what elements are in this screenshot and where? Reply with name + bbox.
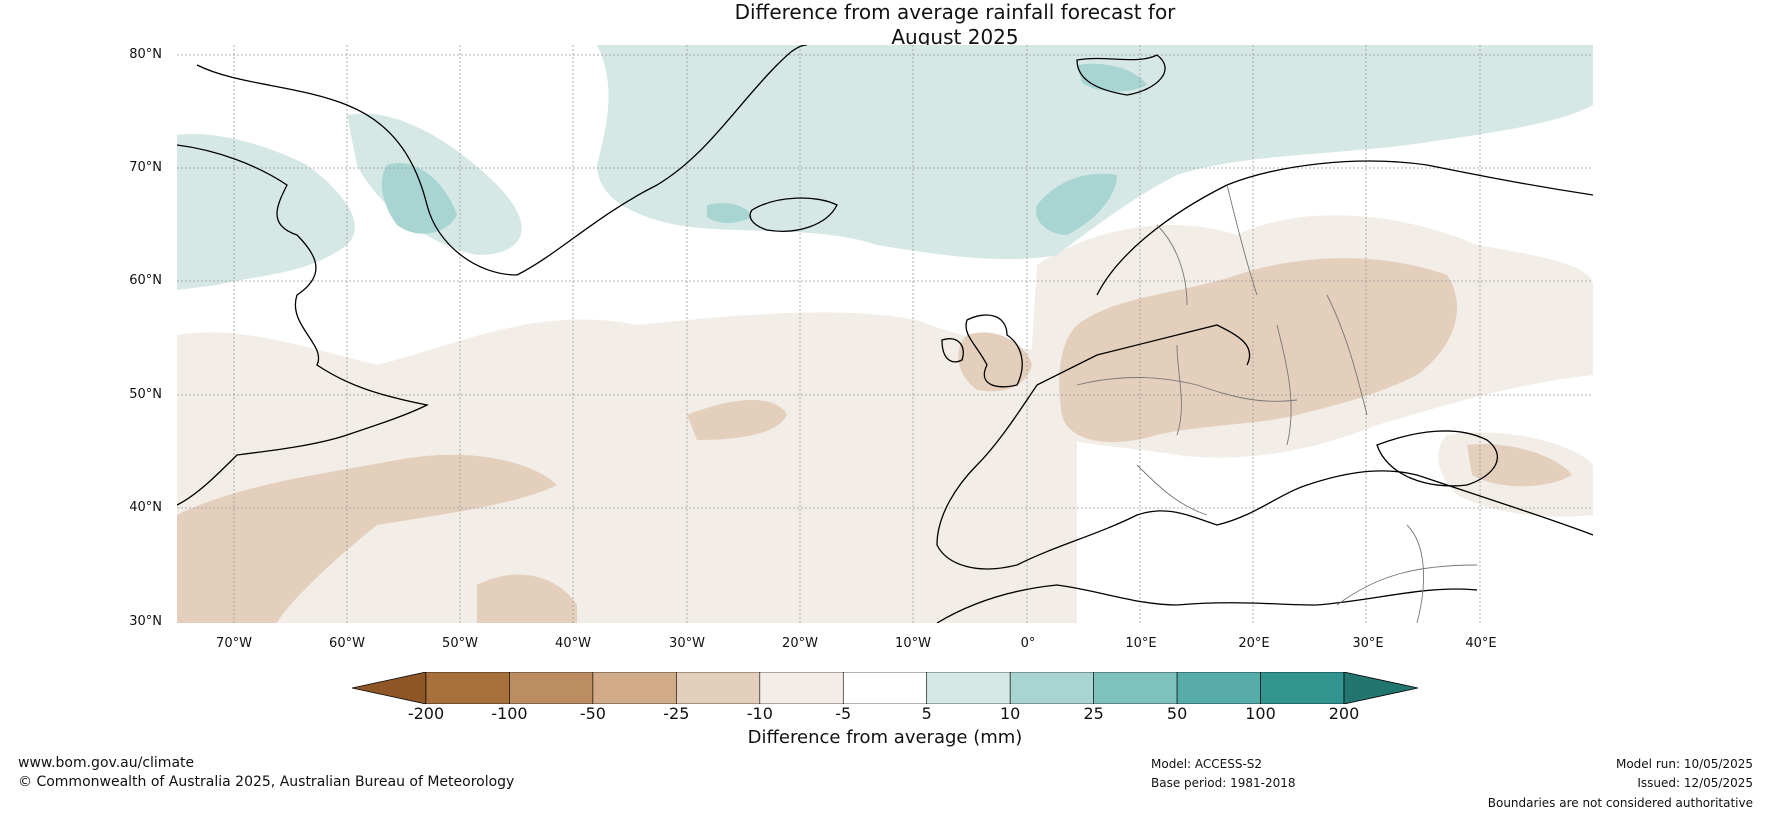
coast-black-sea: [1376, 430, 1499, 487]
lat-label-30n: 30°N: [129, 614, 162, 629]
coast-north-america: [177, 144, 429, 506]
colorbar-label: Difference from average (mm): [747, 727, 1023, 748]
coastlines: [177, 45, 1593, 623]
colorbar-segment: [1009, 671, 1094, 705]
coast-europe-west: [936, 324, 1251, 570]
colorbar-tick-label: -50: [579, 704, 606, 723]
colorbar-segment: [1260, 671, 1345, 705]
lat-label-70n: 70°N: [129, 160, 162, 175]
lon-label-10e: 10°E: [1125, 636, 1157, 651]
colorbar-segment: [676, 671, 761, 705]
dry-patch-midatlantic: [687, 400, 787, 440]
title-line-1: Difference from average rainfall forecas…: [734, 0, 1176, 24]
coast-iceland: [749, 197, 838, 232]
dry-patch-south: [477, 574, 577, 623]
lon-label-70w: 70°W: [216, 636, 252, 651]
colorbar-segment: [592, 671, 677, 705]
colorbar-tick-label: 10: [999, 704, 1021, 723]
lon-label-40e: 40°E: [1465, 636, 1497, 651]
coast-mediterranean: [1016, 470, 1593, 566]
issued-text: Issued: 12/05/2025: [1637, 776, 1753, 790]
lon-label-10w: 10°W: [895, 636, 931, 651]
colorbar-segment: [759, 671, 844, 705]
dry-core-uk: [958, 332, 1032, 392]
lon-label-30w: 30°W: [669, 636, 705, 651]
lat-label-60n: 60°N: [129, 273, 162, 288]
lon-label-40w: 40°W: [555, 636, 591, 651]
lon-label-0: 0°: [1020, 636, 1036, 651]
wet-field-greenland-w: [177, 134, 355, 290]
lat-label-50n: 50°N: [129, 387, 162, 402]
gridlines: [177, 45, 1593, 623]
coast-greenland: [196, 45, 808, 276]
colorbar-segment: [1093, 671, 1178, 705]
wet-patch-iceland: [707, 203, 752, 223]
website-text: www.bom.gov.au/climate: [18, 755, 195, 771]
colorbar-tick-label: -200: [407, 704, 445, 723]
lon-label-20e: 20°E: [1238, 636, 1270, 651]
country-borders: [1076, 184, 1478, 623]
colorbar-segment: [425, 671, 510, 705]
dry-ring-atlantic-sw: [177, 454, 557, 623]
model-run-text: Model run: 10/05/2025: [1615, 757, 1753, 771]
wet-field-arctic: [597, 45, 1593, 260]
colorbar-tick-label: 200: [1328, 704, 1360, 723]
chart-title: Difference from average rainfall forecas…: [70, 0, 1770, 50]
colorbar-tick-label: 50: [1166, 704, 1188, 723]
coast-ireland: [941, 338, 964, 363]
colorbar-tick-label: -5: [835, 704, 852, 723]
wet-core-greenland: [381, 163, 457, 234]
rainfall-anomaly-map: [177, 45, 1593, 623]
dry-core-europe: [1059, 258, 1457, 443]
colorbar-segment: [926, 671, 1011, 705]
lon-label-30e: 30°E: [1352, 636, 1384, 651]
lon-label-60w: 60°W: [329, 636, 365, 651]
colorbar-tick-label: -100: [491, 704, 528, 723]
base-period-text: Base period: 1981-2018: [1151, 776, 1296, 790]
disclaimer-text: Boundaries are not considered authoritat…: [1487, 796, 1753, 810]
lat-label-80n: 80°N: [129, 47, 162, 62]
colorbar: [351, 671, 1419, 705]
coast-svalbard: [1076, 54, 1166, 96]
copyright-text: © Commonwealth of Australia 2025, Austra…: [18, 774, 515, 790]
colorbar-extension-high: [1343, 671, 1419, 705]
colorbar-segment: [1176, 671, 1261, 705]
anomaly-contours: [177, 45, 1593, 623]
lon-label-20w: 20°W: [782, 636, 818, 651]
colorbar-tick-label: -10: [746, 704, 773, 723]
wet-core-norway: [1036, 173, 1117, 235]
coast-africa: [936, 584, 1478, 623]
colorbar-tick-label: 5: [921, 704, 932, 723]
colorbar-segment: [842, 671, 928, 705]
dry-field-atlantic: [177, 312, 1077, 623]
dry-core-caucasus: [1467, 444, 1572, 487]
model-text: Model: ACCESS-S2: [1151, 757, 1263, 771]
colorbar-tick-label: 100: [1245, 704, 1276, 723]
lat-label-40n: 40°N: [129, 500, 162, 515]
colorbar-segment: [509, 671, 594, 705]
colorbar-tick-label: 25: [1083, 704, 1104, 723]
coast-uk: [965, 314, 1023, 388]
colorbar-extension-low: [351, 671, 427, 705]
coast-scandinavia: [1096, 160, 1593, 296]
lon-label-50w: 50°W: [442, 636, 478, 651]
colorbar-tick-label: -25: [663, 704, 690, 723]
